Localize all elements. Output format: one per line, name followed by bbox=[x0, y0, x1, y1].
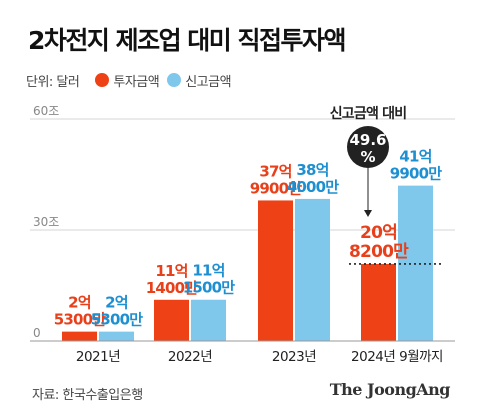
data-label-report: 1500만 bbox=[183, 279, 236, 297]
legend: 단위: 달러 투자금액 신고금액 bbox=[26, 70, 239, 90]
annotation-title: 신고금액 대비 bbox=[330, 105, 407, 122]
data-label-invest: 9900만 bbox=[250, 179, 303, 197]
y-tick-label: 60조 bbox=[33, 104, 59, 118]
data-label-report: 4000만 bbox=[287, 178, 340, 196]
data-label-report: 11억 bbox=[192, 262, 224, 280]
annotation-unit: % bbox=[360, 148, 375, 166]
legend-item-report: 신고금액 bbox=[167, 71, 232, 90]
annotation-arrowhead bbox=[364, 210, 372, 217]
legend-swatch-invest bbox=[95, 73, 110, 87]
y-tick-label: 30조 bbox=[33, 215, 59, 229]
bar-invest bbox=[154, 299, 189, 341]
bar-invest bbox=[361, 263, 396, 341]
x-tick-label: 2021년 bbox=[76, 349, 120, 365]
legend-item-invest: 투자금액 bbox=[95, 71, 160, 90]
publisher-logo: The JoongAng bbox=[329, 380, 451, 399]
chart-title: 2차전지 제조업 대미 직접투자액 bbox=[28, 26, 347, 55]
data-label-report: 41억 bbox=[399, 148, 431, 166]
source-note: 자료: 한국수출입은행 bbox=[32, 388, 143, 403]
legend-label-invest: 투자금액 bbox=[113, 74, 160, 90]
data-label-invest: 11억 bbox=[155, 262, 187, 280]
data-label-report: 5300만 bbox=[91, 311, 144, 329]
annotation-bubble bbox=[347, 126, 389, 168]
annotation-value: 49.6 bbox=[349, 131, 386, 149]
x-tick-label: 2024년 9월까지 bbox=[351, 349, 443, 365]
unit-label: 단위: 달러 bbox=[26, 74, 80, 90]
bar-report bbox=[191, 299, 226, 341]
legend-swatch-report bbox=[167, 73, 182, 87]
x-tick-label: 2023년 bbox=[272, 349, 316, 365]
data-label-report: 38억 bbox=[296, 161, 328, 179]
y-tick-label: 0 bbox=[33, 326, 41, 340]
bar-report bbox=[295, 198, 330, 341]
bar-invest bbox=[258, 200, 293, 341]
x-tick-label: 2022년 bbox=[168, 349, 212, 365]
bar-report bbox=[99, 331, 134, 341]
data-label-invest: 1400만 bbox=[146, 279, 199, 297]
data-label-invest: 8200만 bbox=[349, 242, 409, 262]
data-label-invest: 37억 bbox=[259, 162, 291, 180]
legend-label-report: 신고금액 bbox=[185, 74, 232, 90]
data-label-invest: 2억 bbox=[68, 294, 91, 312]
data-label-invest: 20억 bbox=[360, 223, 397, 243]
bar-invest bbox=[62, 331, 97, 341]
data-label-invest: 5300만 bbox=[54, 311, 107, 329]
data-label-report: 9900만 bbox=[390, 165, 443, 183]
data-label-report: 2억 bbox=[105, 294, 128, 312]
